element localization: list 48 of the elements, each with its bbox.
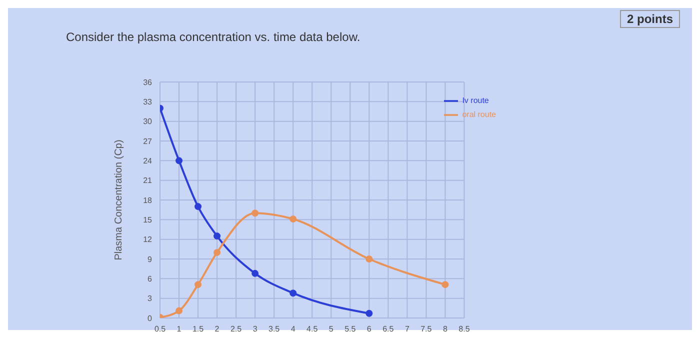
x-tick-label: 6 <box>366 324 372 334</box>
x-tick-label: 5.5 <box>344 324 356 334</box>
y-tick-label: 27 <box>143 136 153 146</box>
point <box>442 281 449 288</box>
point <box>214 248 221 256</box>
y-axis-title: Plasma Concentration (Cp) <box>114 140 125 260</box>
legend-label: Iv route <box>462 96 489 106</box>
x-tick-label: 1.5 <box>192 324 204 334</box>
y-tick-label: 6 <box>148 274 153 284</box>
x-tick-label: 8 <box>442 324 448 334</box>
y-tick-label: 24 <box>143 156 153 166</box>
point <box>214 232 221 240</box>
point <box>290 216 297 223</box>
x-tick-label: 8.5 <box>458 324 470 334</box>
x-tick-label: 1 <box>176 324 182 334</box>
x-tick-label: 7.5 <box>420 324 432 334</box>
point <box>252 270 259 277</box>
x-tick-label: 3 <box>252 324 258 334</box>
x-tick-label: 2.5 <box>230 324 242 334</box>
point <box>366 310 373 317</box>
chart-title: Consider the plasma concentration vs. time data below. <box>66 30 360 44</box>
y-tick-label: 21 <box>143 176 153 186</box>
x-tick-label: 6.5 <box>382 324 394 334</box>
y-tick-label: 15 <box>143 216 153 225</box>
point <box>290 290 297 297</box>
point <box>176 307 183 314</box>
x-tick-label: 7 <box>404 324 410 334</box>
y-tick-label: 12 <box>143 235 153 244</box>
point <box>194 203 202 210</box>
point <box>366 256 373 262</box>
y-tick-label: 18 <box>143 196 153 205</box>
x-tick-label: 4 <box>290 324 296 334</box>
y-tick-label: 9 <box>148 254 153 264</box>
y-tick-label: 3 <box>148 294 153 304</box>
point <box>194 281 202 288</box>
y-tick-label: 30 <box>143 117 153 126</box>
y-tick-label: 0 <box>148 314 153 323</box>
point <box>252 210 259 217</box>
x-tick-label: 0.5 <box>154 324 166 334</box>
x-tick-label: 3.5 <box>268 324 280 334</box>
legend-label: oral route <box>462 110 496 120</box>
text: 2 points <box>620 10 680 28</box>
x-tick-label: 4.5 <box>306 324 318 334</box>
y-tick-label: 33 <box>143 98 153 107</box>
point <box>176 157 183 164</box>
x-tick-label: 5 <box>328 324 334 334</box>
y-tick-label: 36 <box>143 78 153 87</box>
x-tick-label: 2 <box>214 324 220 334</box>
